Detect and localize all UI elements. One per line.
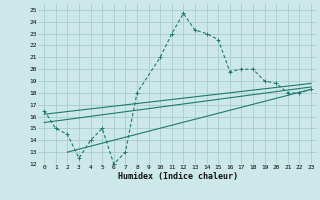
X-axis label: Humidex (Indice chaleur): Humidex (Indice chaleur) (118, 172, 238, 181)
